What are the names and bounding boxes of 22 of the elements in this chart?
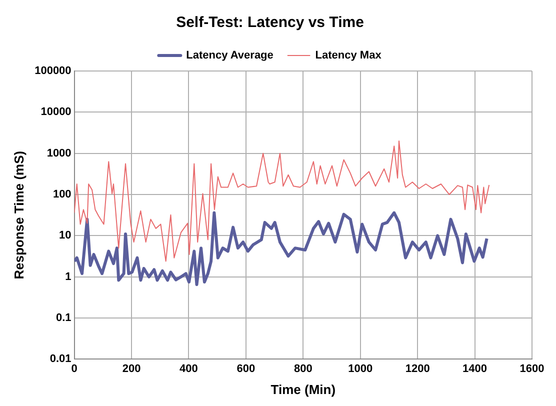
legend-label: Latency Average bbox=[186, 50, 274, 62]
y-tick-label: 10 bbox=[59, 230, 72, 242]
legend-label: Latency Max bbox=[315, 50, 382, 62]
y-tick-label: 100000 bbox=[34, 65, 72, 78]
x-tick-label: 0 bbox=[71, 362, 78, 375]
x-tick-label: 800 bbox=[294, 362, 312, 375]
x-tick-label: 400 bbox=[180, 362, 198, 375]
y-tick-label: 1 bbox=[65, 270, 72, 283]
chart-title: Self-Test: Latency vs Time bbox=[176, 14, 364, 32]
y-tick-label: 0.1 bbox=[56, 312, 72, 324]
x-tick-label: 1600 bbox=[520, 362, 544, 375]
x-tick-label: 1200 bbox=[405, 362, 430, 375]
y-tick-label: 10000 bbox=[40, 106, 72, 118]
x-tick-label: 1400 bbox=[462, 362, 488, 375]
y-tick-label: 1000 bbox=[46, 147, 72, 160]
y-tick-label: 0.01 bbox=[50, 353, 72, 366]
y-tick-label: 100 bbox=[52, 188, 72, 201]
x-axis-title: Time (Min) bbox=[270, 382, 336, 397]
x-tick-label: 600 bbox=[236, 362, 256, 375]
y-axis-title: Response Time (mS) bbox=[11, 150, 26, 280]
x-tick-label: 1000 bbox=[348, 362, 373, 375]
x-tick-label: 200 bbox=[122, 362, 141, 375]
